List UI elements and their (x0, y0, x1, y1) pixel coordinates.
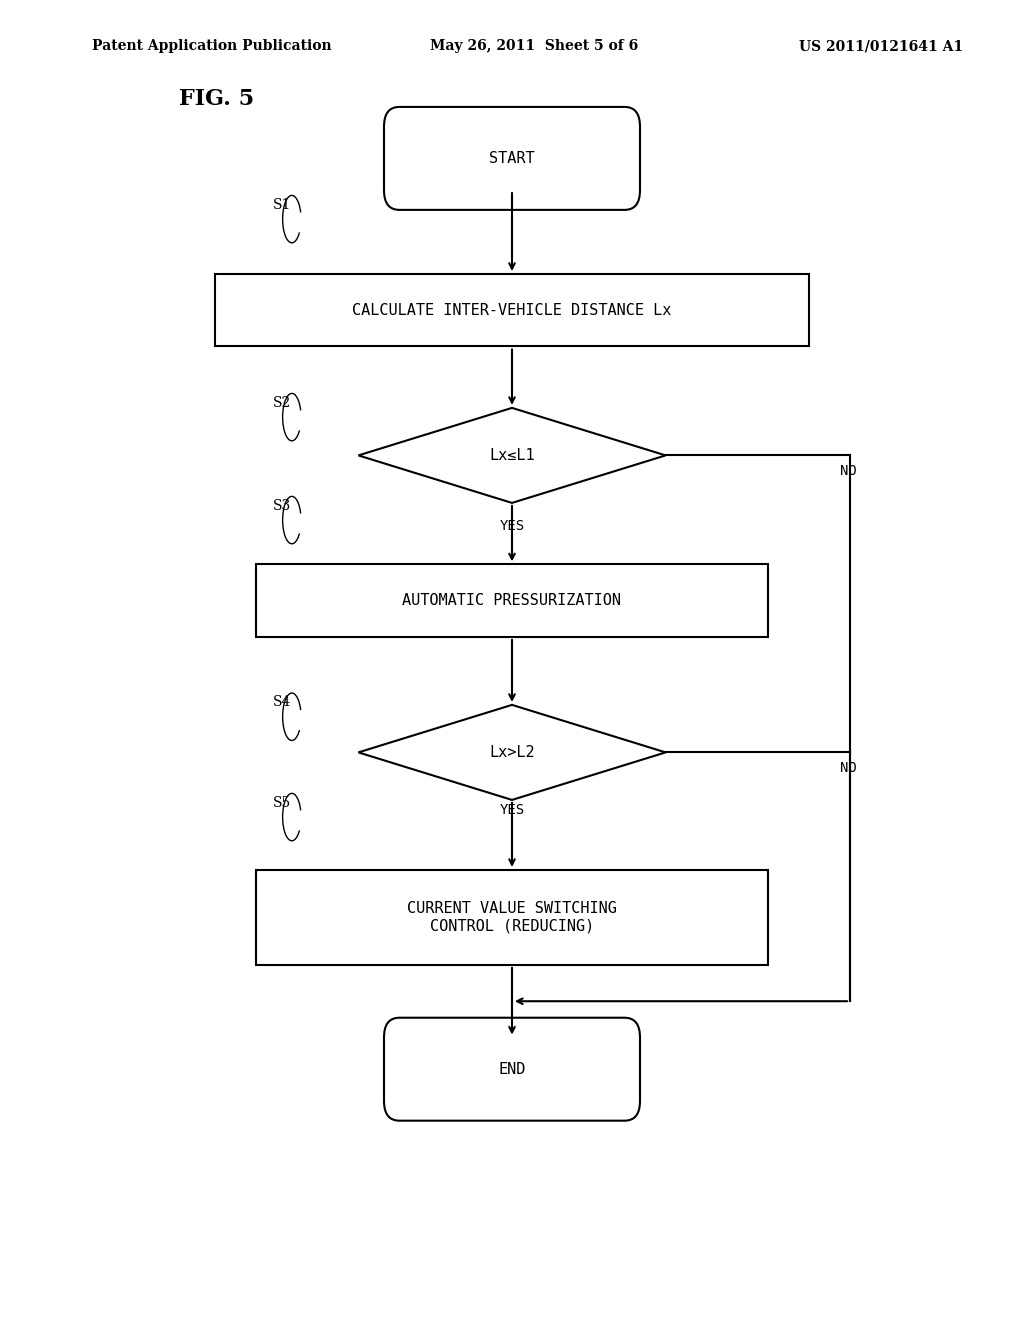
Text: S1: S1 (272, 198, 291, 211)
Text: CALCULATE INTER-VEHICLE DISTANCE Lx: CALCULATE INTER-VEHICLE DISTANCE Lx (352, 302, 672, 318)
Text: US 2011/0121641 A1: US 2011/0121641 A1 (799, 40, 963, 53)
FancyBboxPatch shape (215, 273, 809, 346)
Text: S3: S3 (272, 499, 291, 512)
Text: Lx>L2: Lx>L2 (489, 744, 535, 760)
Text: Patent Application Publication: Patent Application Publication (92, 40, 332, 53)
Text: AUTOMATIC PRESSURIZATION: AUTOMATIC PRESSURIZATION (402, 593, 622, 609)
Text: FIG. 5: FIG. 5 (179, 88, 254, 110)
Text: S2: S2 (272, 396, 291, 409)
Text: YES: YES (500, 803, 524, 817)
Text: YES: YES (500, 519, 524, 533)
FancyBboxPatch shape (256, 564, 768, 636)
Polygon shape (358, 408, 666, 503)
Text: CURRENT VALUE SWITCHING
CONTROL (REDUCING): CURRENT VALUE SWITCHING CONTROL (REDUCIN… (408, 902, 616, 933)
Text: S4: S4 (272, 696, 291, 709)
Text: NO: NO (840, 465, 856, 478)
Text: May 26, 2011  Sheet 5 of 6: May 26, 2011 Sheet 5 of 6 (430, 40, 638, 53)
Text: Lx≤L1: Lx≤L1 (489, 447, 535, 463)
Text: NO: NO (840, 762, 856, 775)
Text: S5: S5 (272, 796, 291, 809)
Text: START: START (489, 150, 535, 166)
FancyBboxPatch shape (384, 107, 640, 210)
FancyBboxPatch shape (384, 1018, 640, 1121)
FancyBboxPatch shape (256, 870, 768, 965)
Polygon shape (358, 705, 666, 800)
Text: END: END (499, 1061, 525, 1077)
